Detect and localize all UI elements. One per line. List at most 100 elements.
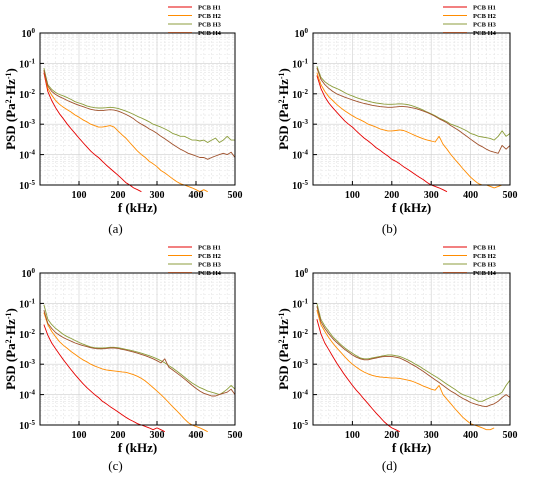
y-tick-label: 100 — [22, 267, 36, 280]
legend-label: PCB H1 — [473, 4, 496, 11]
x-tick-label: 100 — [345, 190, 360, 201]
x-axis-title: f (kHz) — [392, 200, 431, 215]
x-tick-label: 500 — [228, 430, 243, 441]
legend-label: PCB H4 — [198, 270, 222, 277]
legend-label: PCB H1 — [198, 244, 221, 251]
plot-frame — [312, 272, 511, 426]
series-line-pcb-h2 — [43, 312, 208, 433]
plot-frame — [39, 32, 236, 186]
series-line-pcb-h1 — [316, 75, 448, 193]
x-axis-title: f (kHz) — [118, 200, 157, 215]
legend-label: PCB H3 — [198, 21, 222, 28]
series-line-pcb-h2 — [316, 309, 495, 431]
x-tick-label: 200 — [384, 190, 399, 201]
x-axis-title: f (kHz) — [118, 440, 157, 455]
legend-label: PCB H4 — [473, 270, 497, 277]
y-tick-label: 10-4 — [292, 149, 308, 162]
series-line-pcb-h4 — [316, 67, 511, 154]
x-axis-title: f (kHz) — [392, 440, 431, 455]
y-tick-label: 10-1 — [292, 297, 308, 310]
plot-frame — [312, 32, 511, 186]
series-line-pcb-h1 — [43, 72, 142, 193]
legend-label: PCB H4 — [473, 30, 497, 37]
grid — [313, 33, 510, 186]
y-tick-label: 10-4 — [292, 389, 308, 402]
series-line-pcb-h2 — [316, 72, 503, 189]
legend-label: PCB H2 — [198, 13, 221, 20]
y-tick-label: 10-5 — [292, 419, 308, 432]
x-tick-label: 300 — [424, 190, 439, 201]
panel-label: (a) — [108, 221, 122, 236]
x-tick-label: 300 — [150, 430, 165, 441]
panel-label: (b) — [382, 221, 397, 236]
panel-label: (d) — [382, 458, 397, 473]
x-tick-label: 500 — [503, 430, 518, 441]
series-line-pcb-h2 — [43, 70, 208, 193]
series-line-pcb-h3 — [316, 66, 511, 141]
chart-panel: 10-5 10-4 10-3 10-2 10-1 100 100 200 300 400 500 f … — [276, 4, 518, 236]
series-line-pcb-h3 — [43, 67, 235, 143]
plot-frame — [39, 272, 236, 426]
legend-label: PCB H2 — [473, 253, 496, 260]
series-line-pcb-h4 — [43, 309, 236, 397]
y-axis-title: PSD (Pa2·Hz-1) — [3, 308, 18, 390]
x-tick-label: 200 — [111, 430, 126, 441]
y-tick-label: 10-1 — [19, 297, 35, 310]
series-line-pcb-h4 — [43, 69, 236, 160]
legend-label: PCB H1 — [473, 244, 496, 251]
x-tick-label: 100 — [72, 190, 87, 201]
y-tick-label: 10-2 — [292, 88, 308, 101]
y-tick-label: 10-2 — [292, 328, 308, 341]
y-tick-label: 10-1 — [292, 57, 308, 70]
y-tick-label: 10-3 — [19, 118, 35, 131]
x-tick-label: 400 — [189, 430, 204, 441]
chart-panel: 10-5 10-4 10-3 10-2 10-1 100 100 200 300 400 500 f … — [3, 4, 243, 236]
x-tick-label: 500 — [503, 190, 518, 201]
y-axis-title: PSD (Pa2·Hz-1) — [276, 68, 291, 150]
y-tick-label: 10-1 — [19, 57, 35, 70]
series-line-pcb-h1 — [43, 324, 166, 433]
series-line-pcb-h3 — [316, 303, 511, 402]
y-tick-label: 10-2 — [19, 328, 35, 341]
legend-label: PCB H3 — [198, 261, 222, 268]
legend-label: PCB H3 — [473, 261, 497, 268]
panel-label: (c) — [108, 458, 122, 473]
y-axis-title: PSD (Pa2·Hz-1) — [3, 68, 18, 150]
y-tick-label: 10-5 — [19, 179, 35, 192]
y-tick-label: 100 — [295, 267, 309, 280]
grid — [40, 33, 235, 186]
x-tick-label: 100 — [345, 430, 360, 441]
y-axis-title: PSD (Pa2·Hz-1) — [276, 308, 291, 390]
x-tick-label: 400 — [189, 190, 204, 201]
series-line-pcb-h4 — [316, 306, 511, 408]
grid — [40, 273, 235, 426]
chart-panel: 10-5 10-4 10-3 10-2 10-1 100 100 200 300 400 500 f … — [276, 244, 518, 473]
chart-panel: 10-5 10-4 10-3 10-2 10-1 100 100 200 300 400 500 f … — [3, 244, 243, 473]
legend-label: PCB H3 — [473, 21, 497, 28]
y-tick-label: 10-4 — [19, 149, 35, 162]
x-tick-label: 500 — [228, 190, 243, 201]
x-tick-label: 200 — [384, 430, 399, 441]
series-line-pcb-h1 — [316, 319, 400, 433]
legend-label: PCB H4 — [198, 30, 222, 37]
legend-label: PCB H2 — [198, 253, 221, 260]
y-tick-label: 100 — [295, 27, 309, 40]
grid — [313, 273, 510, 426]
x-tick-label: 100 — [72, 430, 87, 441]
y-tick-label: 100 — [22, 27, 36, 40]
y-tick-label: 10-3 — [19, 358, 35, 371]
y-tick-label: 10-5 — [292, 179, 308, 192]
y-tick-label: 10-3 — [292, 358, 308, 371]
legend-label: PCB H2 — [473, 13, 496, 20]
y-tick-label: 10-2 — [19, 88, 35, 101]
y-tick-label: 10-5 — [19, 419, 35, 432]
y-tick-label: 10-4 — [19, 389, 35, 402]
legend-label: PCB H1 — [198, 4, 221, 11]
y-tick-label: 10-3 — [292, 118, 308, 131]
x-tick-label: 300 — [150, 190, 165, 201]
series-line-pcb-h3 — [43, 304, 236, 396]
